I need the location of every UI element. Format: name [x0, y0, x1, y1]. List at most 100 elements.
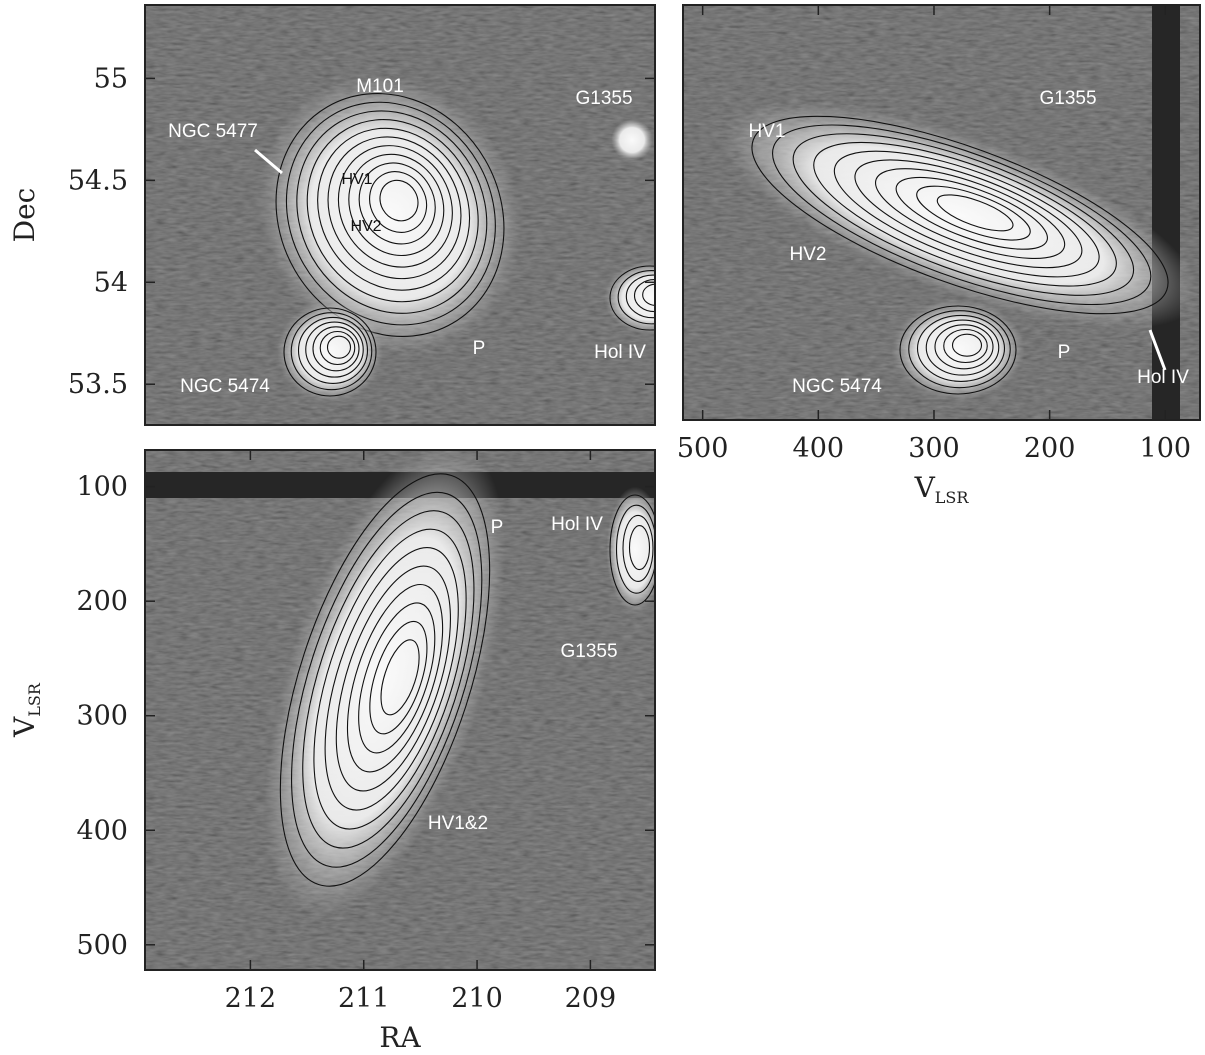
annotation: G1355	[560, 641, 617, 662]
pointer	[1148, 329, 1167, 371]
contour	[874, 168, 1066, 259]
contour	[642, 283, 655, 306]
annotation: HV1	[341, 171, 372, 188]
contour	[936, 194, 1014, 232]
contour	[916, 314, 1006, 382]
x-axis-label-sub: LSR	[935, 488, 970, 507]
annotation: P	[473, 338, 486, 359]
x-tick-label: 300	[908, 433, 960, 464]
contour	[899, 305, 1017, 395]
panel	[683, 5, 1200, 420]
annotation: HV1	[749, 121, 786, 142]
contour	[358, 602, 436, 754]
contour	[319, 330, 356, 366]
x-tick-label: 212	[225, 983, 277, 1014]
y-tick-label: 200	[76, 586, 128, 617]
pointer	[254, 148, 283, 175]
contour	[751, 115, 1169, 315]
x-tick-label: 500	[677, 433, 729, 464]
annotation: P	[491, 517, 504, 538]
panel-frame	[682, 4, 1201, 421]
contour	[317, 127, 471, 291]
x-tick-label: 211	[338, 983, 390, 1014]
y-tick-label: 54.5	[68, 165, 128, 196]
contour	[609, 494, 655, 606]
y-tick-label: 100	[76, 472, 128, 503]
annotation: NGC 5474	[180, 376, 270, 397]
contour	[283, 307, 377, 397]
emission	[606, 486, 655, 614]
y-tick-label: 55	[94, 63, 128, 94]
x-tick-label: 100	[1140, 433, 1192, 464]
contour	[302, 510, 475, 849]
contour	[380, 639, 420, 716]
contour	[951, 333, 983, 357]
contour	[833, 150, 1100, 278]
x-axis-label: RA	[379, 1021, 421, 1054]
contour	[285, 101, 496, 326]
x-tick-label: 400	[793, 433, 845, 464]
contour	[908, 310, 1011, 389]
y-tick-label: 400	[76, 815, 128, 846]
contour	[335, 565, 451, 792]
annotation: Hol IV	[1137, 367, 1189, 388]
panel	[145, 450, 655, 970]
annotation: Hol IV	[594, 342, 646, 363]
y-tick-label: 500	[76, 930, 128, 961]
annotation: NGC 5477	[168, 121, 258, 142]
annotation: P	[1058, 342, 1071, 363]
contour	[348, 153, 445, 257]
contour	[895, 176, 1048, 250]
y-axis-label-main: V	[8, 716, 41, 738]
contour	[358, 162, 436, 245]
y-tick-label: 300	[76, 701, 128, 732]
x-tick-label: 209	[565, 983, 617, 1014]
annotation: G1355	[575, 88, 632, 109]
panel	[145, 5, 655, 425]
contour	[369, 171, 428, 233]
contour	[297, 316, 369, 384]
emission	[611, 119, 653, 161]
annotation: G1355	[1039, 88, 1096, 109]
y-axis-label-main: Dec	[8, 188, 41, 243]
annotation: HV2	[790, 244, 827, 265]
contour	[609, 265, 655, 331]
contour	[792, 133, 1135, 296]
contour	[628, 525, 651, 571]
y-axis-label: Dec	[8, 188, 41, 243]
contour	[337, 145, 453, 268]
contour	[772, 124, 1152, 306]
contour	[275, 93, 505, 337]
contour	[305, 321, 364, 378]
contour	[916, 185, 1031, 241]
emission	[264, 450, 506, 918]
masked-band	[1152, 5, 1180, 420]
x-tick-label: 200	[1024, 433, 1076, 464]
y-tick-label: 53.5	[68, 369, 128, 400]
contour	[313, 528, 467, 830]
annotation: Hol IV	[551, 514, 603, 535]
contour	[379, 179, 419, 222]
y-axis-label-sub: LSR	[25, 682, 44, 717]
contour	[279, 473, 491, 887]
contour	[622, 514, 654, 582]
contour	[326, 335, 352, 359]
contour	[327, 136, 462, 280]
annotation: HV2	[350, 218, 381, 235]
contour	[290, 491, 483, 868]
contour	[854, 159, 1083, 269]
contour	[369, 620, 428, 735]
y-axis-label: VLSR	[8, 682, 44, 738]
contour	[943, 328, 988, 364]
contour	[324, 547, 459, 811]
x-tick-label: 210	[451, 983, 503, 1014]
x-axis-label: VLSR	[914, 471, 970, 507]
emission	[720, 101, 1200, 329]
contour	[625, 274, 655, 319]
panel-frame	[144, 4, 656, 426]
annotation: M101	[356, 76, 404, 97]
contour	[934, 324, 994, 370]
contour	[296, 110, 488, 314]
contour	[346, 583, 444, 773]
